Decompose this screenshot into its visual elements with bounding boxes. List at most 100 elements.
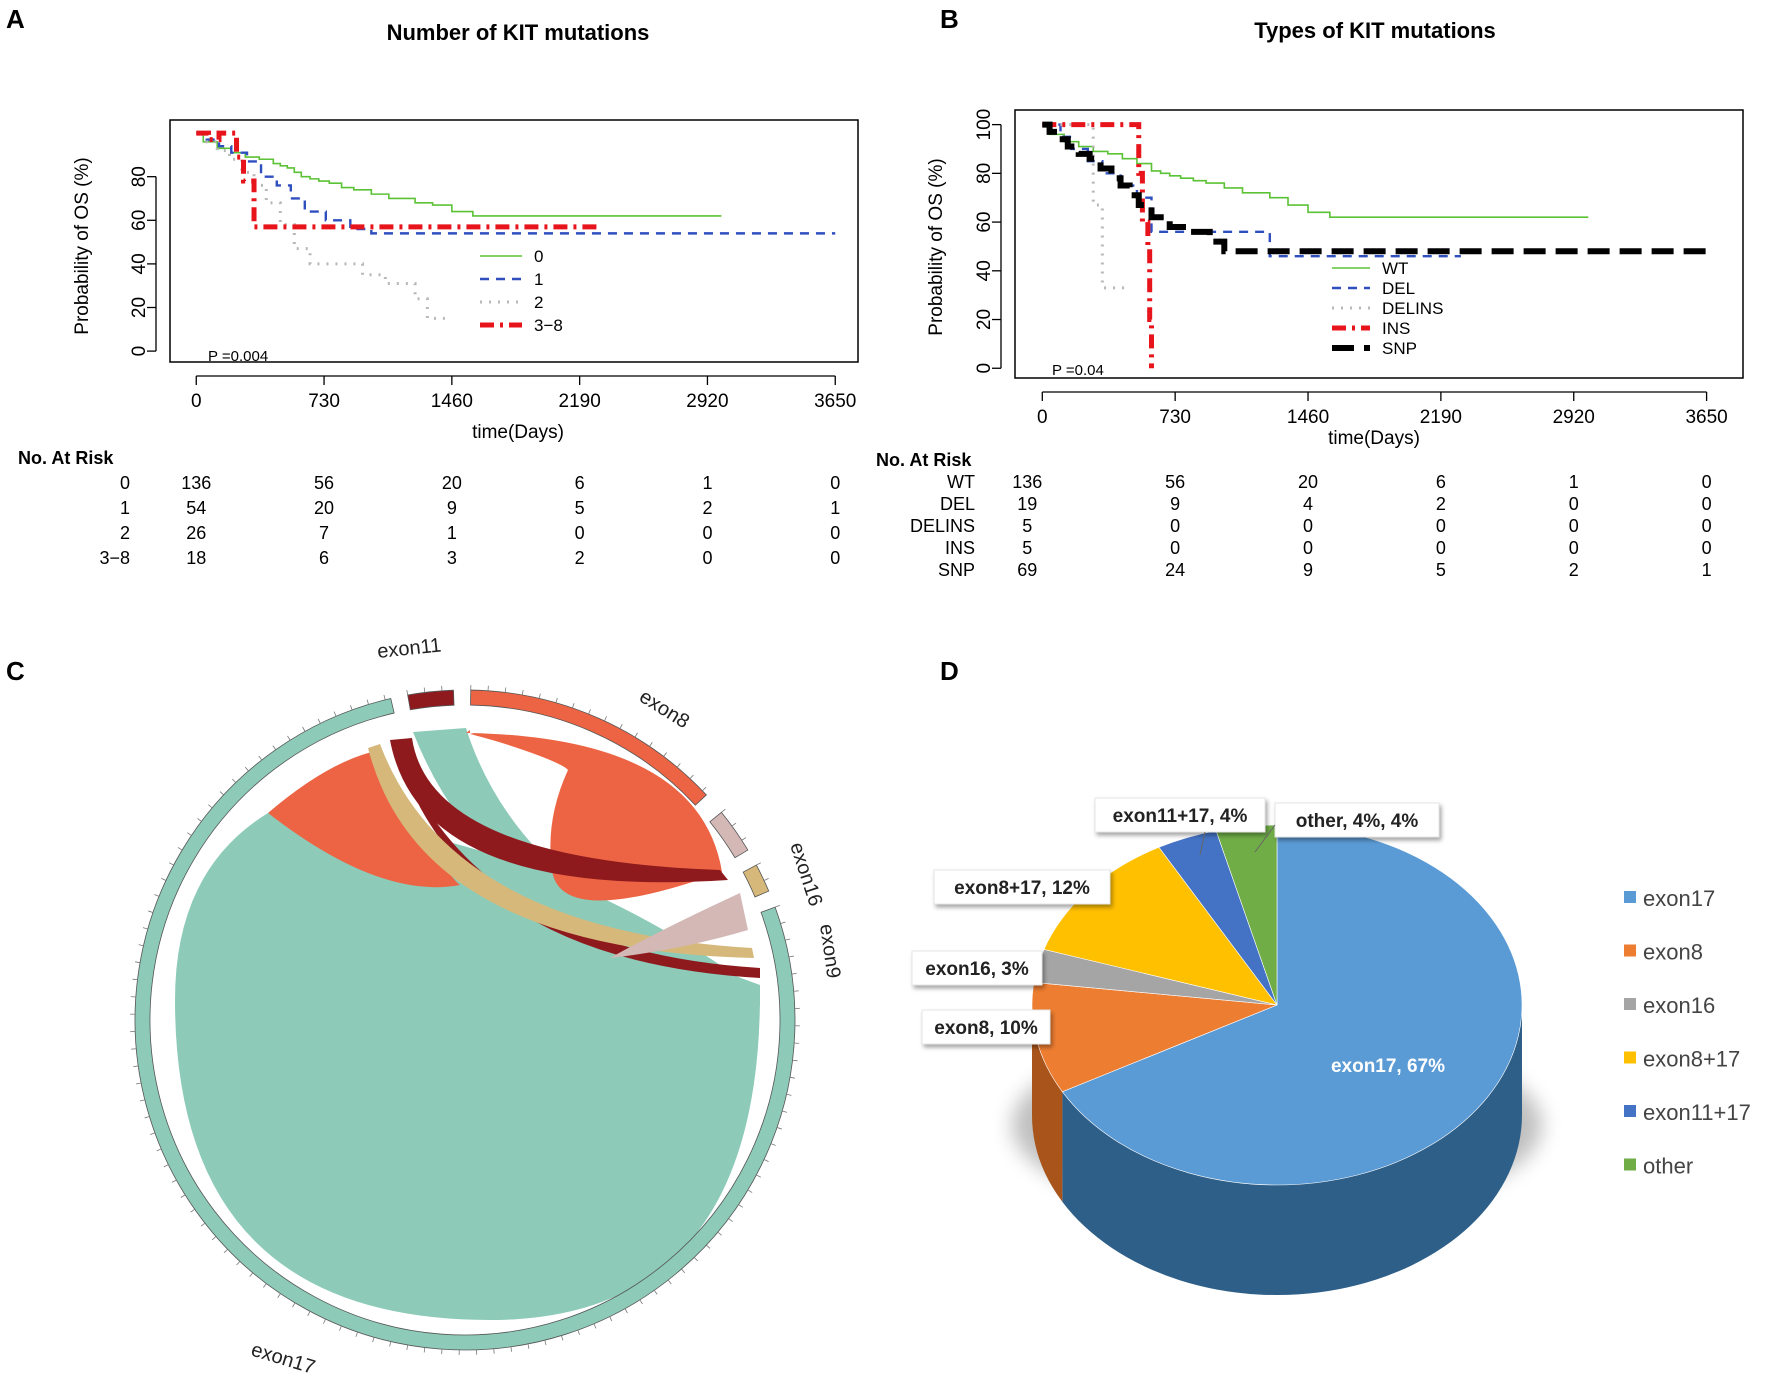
ring-tick	[406, 690, 409, 696]
x-tick-label: 2190	[1420, 407, 1462, 428]
ring-tick	[689, 774, 694, 779]
ring-tick	[756, 1174, 761, 1178]
ring-tick	[133, 1065, 139, 1068]
legend-swatch	[1624, 1105, 1636, 1117]
ring-tick	[741, 837, 747, 841]
ring-tick	[263, 1283, 267, 1288]
axes: 0 730 1460 2190 2920 3650 0 20 40 60 80 100	[974, 109, 1744, 428]
risk-cell: 20	[1298, 472, 1318, 492]
legend: exon17 exon8 exon16 exon8+17 exon11+17 other	[1624, 886, 1751, 1179]
risk-cell: 0	[575, 523, 585, 543]
risk-cell: 2	[702, 498, 712, 518]
legend-swatch	[1624, 1158, 1636, 1171]
pie-label-box	[921, 1009, 1051, 1045]
ring-tick	[350, 705, 353, 711]
pie-slice-exon17	[1061, 824, 1523, 1186]
pie-data-label: other, 4%, 4%	[1296, 811, 1419, 832]
y-tick-label: 60	[974, 212, 995, 233]
ribbon-exon8-loop	[470, 734, 700, 888]
ring-tick	[307, 1311, 311, 1316]
y-tick-label: 80	[129, 166, 150, 187]
ring-arc-exon11	[407, 689, 455, 711]
y-tick-label: 0	[129, 346, 150, 357]
ring-tick	[555, 697, 558, 703]
ring-tick	[383, 694, 386, 700]
ribbon-exon11-exon8	[390, 738, 728, 883]
ring-tick	[791, 972, 797, 975]
chord-diagram: exon11 exon8 exon16 exon9 exon17	[130, 634, 844, 1379]
ring-tick	[389, 1341, 392, 1347]
ring-tick	[132, 978, 138, 981]
ring-tick	[423, 1347, 426, 1353]
risk-cell: 0	[702, 548, 712, 568]
pie-side-exon17	[1062, 1005, 1522, 1295]
legend-label: DELINS	[1382, 299, 1443, 318]
ring-tick	[721, 808, 726, 813]
ring-tick	[406, 1344, 409, 1350]
risk-cell: 0	[702, 523, 712, 543]
segment-label-exon9: exon9	[815, 923, 844, 980]
risk-cell: 0	[1436, 516, 1446, 536]
risk-row-label: INS	[945, 538, 975, 558]
risk-table-header: No. At Risk	[876, 450, 972, 470]
risk-cell: 0	[1702, 494, 1712, 514]
series-line-delins	[1042, 123, 1127, 290]
ring-tick	[649, 742, 653, 747]
ring-tick	[588, 709, 591, 715]
segment-label-exon11: exon11	[376, 634, 442, 663]
pie-side-exon8	[1032, 1005, 1063, 1202]
series-line-1	[196, 131, 836, 235]
ring-tick	[702, 787, 707, 792]
ring-tick	[756, 862, 761, 866]
risk-cell: 24	[1165, 560, 1185, 580]
ring-tick	[609, 1316, 613, 1322]
ring-tick	[747, 1189, 753, 1193]
pie-data-label: exon11+17, 4%	[1113, 806, 1248, 827]
ribbon-exon8-exon17	[268, 750, 460, 888]
ring-tick	[792, 1059, 798, 1062]
legend-label: INS	[1382, 319, 1410, 338]
risk-row-label: 3−8	[99, 548, 130, 568]
legend-label: 0	[534, 247, 543, 266]
x-axis-label: time(Days)	[472, 422, 564, 443]
y-axis-label: Probability of OS (%)	[72, 157, 93, 334]
legend-label: other	[1643, 1154, 1693, 1179]
ring-tick	[785, 938, 791, 941]
ring-tick	[538, 693, 541, 699]
ring-tick	[163, 1164, 169, 1168]
ring-tick	[663, 752, 667, 757]
ring-tick	[249, 1272, 254, 1277]
y-tick-label: 40	[974, 260, 995, 281]
ring-tick	[527, 1343, 530, 1349]
x-tick-label: 0	[1037, 407, 1048, 428]
x-tick-label: 2920	[686, 391, 728, 412]
risk-cell: 26	[186, 523, 206, 543]
risk-cell: 1	[702, 473, 712, 493]
risk-cell: 0	[1436, 538, 1446, 558]
x-axis-label: time(Days)	[1328, 428, 1420, 449]
risk-cell: 0	[1702, 472, 1712, 492]
pie-data-label: exon8+17, 12%	[954, 878, 1090, 899]
pie-data-label: exon8, 10%	[934, 1018, 1038, 1039]
ring-tick	[774, 905, 780, 908]
ring-tick	[593, 1323, 597, 1329]
ring-tick	[277, 1293, 281, 1298]
pie-labels: exon17, 67% exon8, 10% exon16, 3% exon8+17,…	[911, 797, 1445, 1077]
ring-tick	[144, 1116, 150, 1119]
risk-row-label: 2	[120, 523, 130, 543]
leader-line	[1254, 824, 1276, 853]
x-tick-label: 730	[308, 391, 340, 412]
ring-tick	[190, 1208, 195, 1213]
risk-cell: 136	[181, 473, 211, 493]
risk-cell: 0	[830, 473, 840, 493]
panel-letter-b: B	[940, 4, 959, 34]
ring-tick	[208, 804, 213, 809]
plot-box	[1014, 109, 1744, 379]
ring-tick	[667, 1279, 672, 1285]
series-lines	[1042, 121, 1707, 369]
ring-tick	[504, 687, 507, 693]
chord-ring	[130, 685, 800, 1355]
ring-tick	[287, 735, 291, 741]
